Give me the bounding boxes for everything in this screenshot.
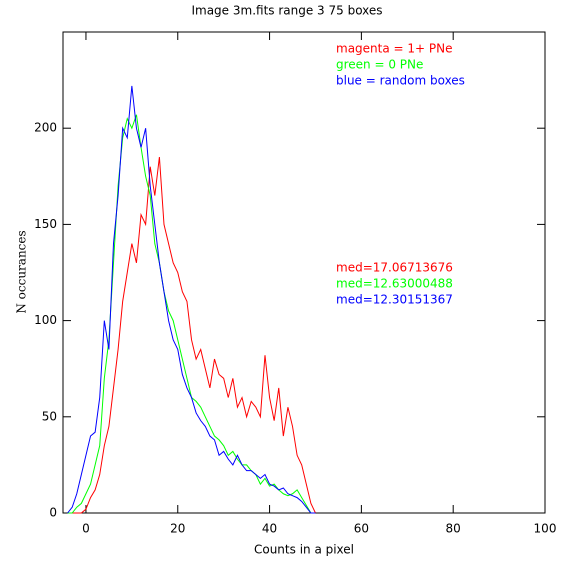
y-tick-label: 0 [49,506,57,520]
plot-frame [62,31,546,514]
x-tick-label: 40 [262,522,277,536]
y-axis-label: N occurances [15,230,29,313]
x-tick-label: 20 [170,522,185,536]
y-tick-label: 100 [34,313,57,327]
y-tick-label: 150 [34,217,57,231]
data-line [67,114,316,514]
y-tick-label: 200 [34,121,57,135]
data-line [67,157,316,514]
legend-label: green = 0 PNe [336,58,423,72]
annotation: med=12.30151367 [336,293,453,307]
legend-label: magenta = 1+ PNe [336,42,453,56]
y-tick-label: 50 [42,409,57,423]
chart-title: Image 3m.fits range 3 75 boxes [191,4,382,18]
annotation: med=12.63000488 [336,277,453,291]
legend-label: blue = random boxes [336,74,465,88]
x-axis-label: Counts in a pixel [254,543,354,557]
x-tick-label: 100 [534,522,557,536]
x-tick-label: 60 [354,522,369,536]
x-tick-label: 80 [446,522,461,536]
data-line [67,85,316,514]
x-tick-label: 0 [82,522,90,536]
annotation: med=17.06713676 [336,261,453,275]
